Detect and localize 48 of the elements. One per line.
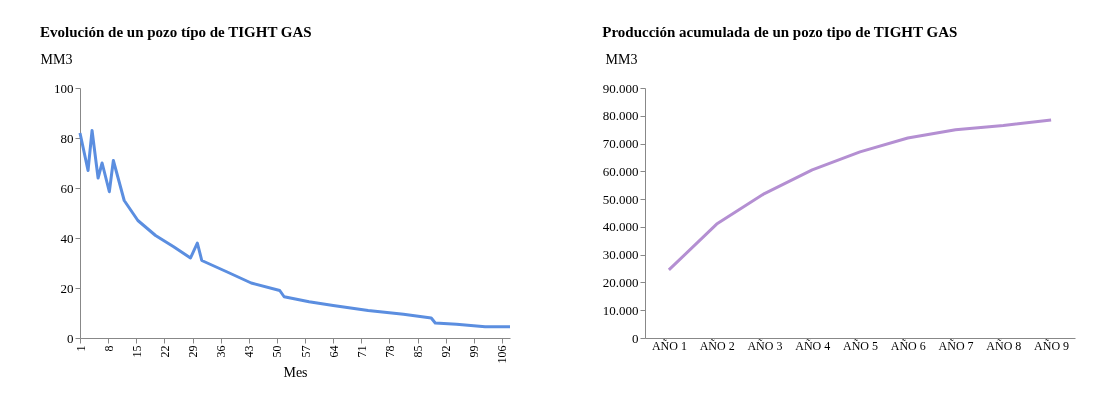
y-tick-label: 40 [60,230,74,246]
y-tick-label: 0 [67,330,74,346]
y-tick-label: 0 [632,330,639,346]
x-tick-label: 78 [382,345,397,358]
y-axis-title: MM3 [40,51,73,67]
x-tick-label: 50 [270,345,285,358]
y-tick-label: 70.000 [602,136,639,152]
y-tick-label: 50.000 [602,191,639,207]
x-tick-label: 99 [467,345,482,358]
line-series [667,118,1053,272]
x-tick-label: AÑO 5 [843,338,878,353]
x-tick-label: 57 [298,345,313,358]
x-tick-label: 1 [73,345,88,352]
y-tick-label: 100 [54,80,74,96]
x-tick-label: AÑO 3 [747,338,783,353]
y-tick-label: 80.000 [602,108,639,124]
x-axis-title: Mes [283,364,308,380]
x-tick-label: 8 [101,345,116,352]
x-tick-label: AÑO 2 [699,338,735,353]
y-tick-label: 40.000 [602,219,639,235]
y-axis-title: MM3 [605,51,638,67]
x-tick-label: 64 [326,345,341,358]
x-tick-label: 36 [214,345,229,358]
x-tick-label: AÑO 9 [1034,338,1070,353]
x-tick-label: 29 [186,345,201,358]
chart-title: Producción acumulada de un pozo tipo de TIGHT GAS [602,24,958,40]
y-tick-label: 60.000 [602,163,639,179]
y-tick-label: 10.000 [602,302,639,318]
x-tick-label: 43 [242,345,257,358]
y-tick-label: 20.000 [602,274,639,290]
chart-title: Evolución de un pozo típo de TIGHT GAS [40,24,312,40]
x-tick-label: AÑO 7 [938,338,974,353]
x-tick-label: 71 [354,345,369,358]
y-tick-label: 30.000 [602,247,639,263]
x-tick-label: AÑO 1 [651,338,687,353]
line-series [78,129,512,329]
y-tick-label: 90.000 [602,80,639,96]
x-tick-label: 22 [157,345,172,358]
x-tick-label: AÑO 4 [795,338,831,353]
x-tick-label: 85 [411,345,426,358]
y-tick-label: 80 [60,130,74,146]
x-tick-label: 106 [495,345,510,364]
x-tick-label: 15 [129,345,144,358]
x-tick-label: AÑO 6 [890,338,926,353]
x-tick-label: 92 [439,345,454,358]
x-tick-label: AÑO 8 [986,338,1022,353]
y-tick-label: 20 [60,280,74,296]
y-tick-label: 60 [60,180,74,196]
